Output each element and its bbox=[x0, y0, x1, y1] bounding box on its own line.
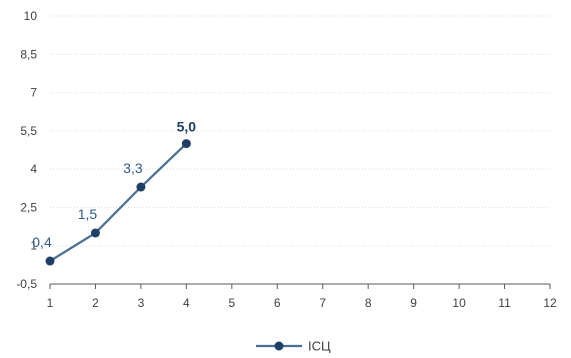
data-label: 1,5 bbox=[78, 206, 98, 222]
x-tick-label: 3 bbox=[138, 296, 145, 310]
series-line bbox=[49, 142, 188, 262]
series-ics bbox=[45, 139, 191, 266]
y-tick-label: -0,5 bbox=[16, 277, 37, 291]
x-tick-label: 2 bbox=[92, 296, 99, 310]
legend-label: ІСЦ bbox=[308, 339, 331, 354]
x-tick-label: 4 bbox=[183, 296, 190, 310]
x-tick-label: 11 bbox=[498, 296, 511, 310]
y-tick-label: 1 bbox=[30, 239, 37, 253]
y-tick-label: 10 bbox=[24, 9, 38, 23]
data-label: 0,4 bbox=[32, 234, 52, 250]
data-labels: 0,4 1,5 3,3 5,0 bbox=[32, 119, 196, 250]
x-tick-label: 5 bbox=[228, 296, 235, 310]
x-tick-label: 12 bbox=[543, 296, 557, 310]
x-tick-label: 1 bbox=[47, 296, 54, 310]
legend: ІСЦ bbox=[256, 339, 331, 354]
data-point bbox=[181, 139, 191, 149]
x-tick-label: 9 bbox=[410, 296, 417, 310]
gridlines bbox=[50, 15, 550, 247]
legend-marker-swatch bbox=[274, 341, 284, 351]
x-axis bbox=[49, 283, 551, 289]
data-point bbox=[45, 256, 55, 266]
x-tick-label: 10 bbox=[452, 296, 466, 310]
x-axis-tick-labels: 1 2 3 4 5 6 7 8 9 10 11 12 bbox=[47, 296, 557, 310]
data-point bbox=[90, 228, 100, 238]
y-tick-label: 2,5 bbox=[20, 200, 37, 214]
data-point bbox=[136, 182, 146, 192]
y-tick-label: 8,5 bbox=[20, 47, 37, 61]
y-tick-label: 5,5 bbox=[20, 124, 37, 138]
x-tick-label: 7 bbox=[319, 296, 326, 310]
data-label: 5,0 bbox=[177, 119, 197, 135]
x-tick-label: 6 bbox=[274, 296, 281, 310]
y-tick-label: 7 bbox=[30, 86, 37, 100]
y-axis-tick-labels: -0,5 1 2,5 4 5,5 7 8,5 10 bbox=[16, 9, 37, 291]
data-label: 3,3 bbox=[123, 160, 143, 176]
x-tick-label: 8 bbox=[365, 296, 372, 310]
y-tick-label: 4 bbox=[30, 162, 37, 176]
